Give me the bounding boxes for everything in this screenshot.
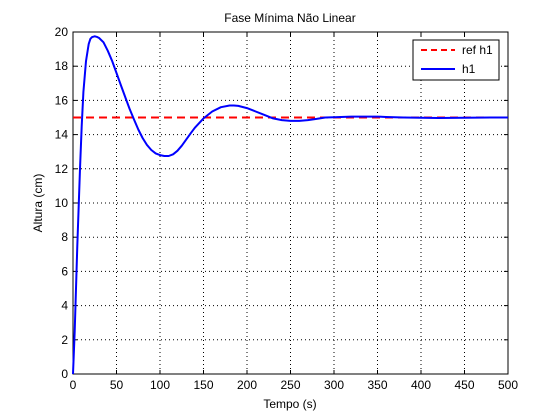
x-tick-label: 200 [237, 378, 257, 392]
x-axis-label: Tempo (s) [263, 397, 316, 411]
x-tick-label: 300 [324, 378, 344, 392]
legend-box [412, 39, 500, 81]
x-tick-label: 250 [280, 378, 300, 392]
legend-label-ref-h1: ref h1 [462, 43, 493, 57]
y-tick-label: 6 [61, 264, 68, 278]
x-tick-label: 0 [70, 378, 77, 392]
tick-marks [72, 31, 509, 375]
x-tick-label: 400 [411, 378, 431, 392]
y-tick-label: 18 [55, 59, 69, 73]
x-tick-label: 50 [110, 378, 124, 392]
x-tick-label: 150 [193, 378, 213, 392]
legend-label-h1: h1 [462, 62, 476, 76]
y-tick-label: 12 [55, 162, 69, 176]
x-tick-label: 450 [454, 378, 474, 392]
y-tick-label: 20 [55, 25, 69, 39]
grid [73, 32, 508, 374]
x-tick-label: 350 [367, 378, 387, 392]
x-tick-label: 500 [498, 378, 518, 392]
tick-labels: 0 50 100 150 200 250 300 350 400 450 500 0 2 4 6 8 10 12 1… [55, 25, 519, 392]
legend: ref h1 h1 [412, 39, 500, 81]
y-tick-label: 0 [61, 367, 68, 381]
axes-frame [72, 31, 509, 375]
y-tick-label: 10 [55, 196, 69, 210]
y-tick-label: 2 [61, 333, 68, 347]
y-tick-label: 16 [55, 93, 69, 107]
x-tick-label: 100 [150, 378, 170, 392]
y-axis-label: Altura (cm) [31, 174, 45, 233]
series-line-h1 [72, 35, 508, 375]
chart-title: Fase Mínima Não Linear [224, 11, 355, 25]
y-tick-label: 8 [61, 230, 68, 244]
series-lines [72, 35, 508, 375]
y-tick-label: 4 [61, 299, 68, 313]
y-tick-label: 14 [55, 128, 69, 142]
